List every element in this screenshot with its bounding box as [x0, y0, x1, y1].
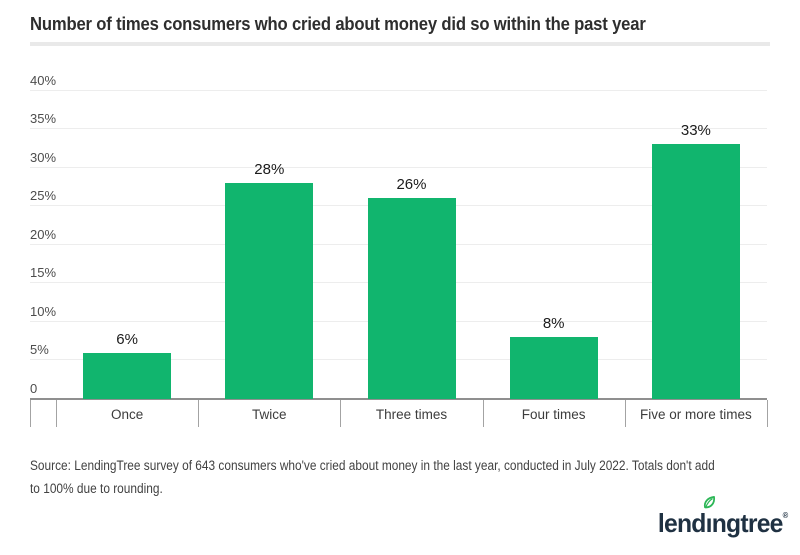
y-axis-label-5: 5%: [30, 342, 49, 358]
source-note: Source: LendingTree survey of 643 consum…: [30, 454, 715, 500]
bar-once: [83, 352, 172, 399]
x-axis-label-5: Five or more times: [640, 407, 752, 422]
bar-three-times: [367, 198, 456, 399]
x-axis-tick-1: [56, 400, 57, 427]
registered-mark: ®: [782, 511, 788, 520]
bar-twice: [225, 183, 314, 399]
gridline-30: [30, 166, 767, 168]
y-axis-label-30: 30%: [30, 149, 57, 165]
y-axis-label-15: 15%: [30, 265, 57, 281]
logo-text-post: ngtree: [711, 508, 783, 538]
lendingtree-logo: lend ıngtree®: [657, 496, 788, 539]
gridline-35: [30, 128, 767, 130]
x-axis-label-1: Once: [110, 407, 144, 422]
x-axis-tick-4: [482, 400, 484, 427]
y-axis-label-35: 35%: [30, 111, 57, 127]
logo-text-pre: lend: [657, 508, 707, 538]
bar-four-times: [509, 337, 598, 399]
title-divider: [30, 42, 770, 46]
bar-value-label: 26%: [396, 176, 427, 194]
x-axis-label-3: Three times: [375, 407, 448, 422]
bar-value-label: 8%: [542, 315, 565, 333]
bar-value-label: 6%: [116, 330, 138, 348]
bar-value-label: 33%: [680, 122, 711, 140]
x-axis-line: [30, 398, 767, 400]
x-axis-tick-5: [624, 400, 626, 427]
y-axis-label-0: 0: [30, 381, 38, 396]
bar-five-or-more-times: [651, 144, 740, 399]
bar-value-label: 28%: [254, 161, 285, 179]
logo-letter-i: ı: [703, 496, 716, 539]
x-axis-tick-3: [340, 400, 342, 427]
y-axis-label-25: 25%: [30, 188, 57, 204]
source-note-line1: Source: LendingTree survey of 643 consum…: [30, 458, 715, 473]
x-axis-label-4: Four times: [521, 407, 586, 422]
y-axis-label-40: 40%: [30, 72, 57, 88]
y-axis-label-10: 10%: [30, 303, 57, 319]
chart-title: Number of times consumers who cried abou…: [30, 13, 646, 34]
leaf-icon: [703, 496, 716, 509]
gridline-40: [30, 89, 767, 91]
x-axis-tick-2: [198, 400, 200, 427]
x-axis-label-2: Twice: [252, 407, 287, 422]
x-axis-tick-6: [767, 400, 768, 427]
y-axis-label-20: 20%: [30, 226, 57, 242]
source-note-line2: to 100% due to rounding.: [30, 481, 163, 496]
x-axis-tick-0: [30, 400, 31, 427]
